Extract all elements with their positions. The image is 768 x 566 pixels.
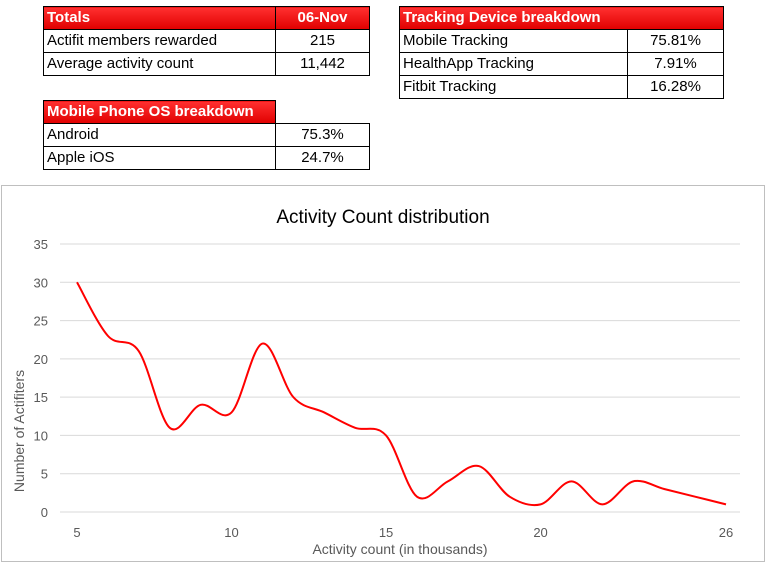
device-row-value: 75.81% (627, 29, 724, 53)
device-row-label: Mobile Tracking (399, 29, 628, 53)
y-tick-label: 35 (34, 237, 48, 252)
x-tick-label: 20 (533, 525, 547, 540)
table-row: Average activity count 11,442 (43, 52, 370, 76)
table-row: HealthApp Tracking 7.91% (399, 52, 724, 76)
totals-header-date: 06-Nov (275, 6, 370, 30)
chart-title: Activity Count distribution (276, 207, 489, 228)
y-tick-label: 30 (34, 275, 48, 290)
table-row: Apple iOS 24.7% (43, 146, 370, 170)
x-tick-label: 10 (224, 525, 238, 540)
totals-row-value: 11,442 (275, 52, 370, 76)
device-header-label: Tracking Device breakdown (399, 6, 724, 30)
activity-chart: Activity Count distribution 0 5 10 15 20 25 30… (11, 207, 740, 557)
os-header-label: Mobile Phone OS breakdown (43, 100, 276, 124)
y-tick-label: 0 (41, 505, 48, 520)
device-row-label: Fitbit Tracking (399, 75, 628, 99)
series-line (76, 281, 727, 507)
os-header-spacer (275, 100, 370, 124)
y-tick-label: 25 (34, 314, 48, 329)
y-axis-label: Number of Actifiters (11, 370, 27, 492)
table-row: Fitbit Tracking 16.28% (399, 75, 724, 99)
device-row-value: 16.28% (627, 75, 724, 99)
y-tick-label: 15 (34, 390, 48, 405)
device-breakdown-table: Tracking Device breakdown Mobile Trackin… (399, 6, 724, 99)
table-row: Actifit members rewarded 215 (43, 29, 370, 53)
os-row-label: Android (43, 123, 276, 147)
device-row-value: 7.91% (627, 52, 724, 76)
table-row: Mobile Tracking 75.81% (399, 29, 724, 53)
totals-row-value: 215 (275, 29, 370, 53)
x-axis-label: Activity count (in thousands) (312, 541, 487, 557)
y-tick-label: 5 (41, 467, 48, 482)
x-tick-label: 26 (719, 525, 733, 540)
totals-table: Totals 06-Nov Actifit members rewarded 2… (43, 6, 370, 76)
table-row: Android 75.3% (43, 123, 370, 147)
os-row-label: Apple iOS (43, 146, 276, 170)
device-row-label: HealthApp Tracking (399, 52, 628, 76)
y-tick-label: 20 (34, 352, 48, 367)
chart-area: Activity Count distribution 0 5 10 15 20 25 30… (1, 185, 765, 562)
os-row-value: 75.3% (275, 123, 370, 147)
totals-header-label: Totals (43, 6, 276, 30)
totals-row-label: Average activity count (43, 52, 276, 76)
x-tick-label: 5 (73, 525, 80, 540)
os-row-value: 24.7% (275, 146, 370, 170)
totals-row-label: Actifit members rewarded (43, 29, 276, 53)
os-breakdown-table: Mobile Phone OS breakdown Android 75.3% … (43, 100, 370, 170)
y-tick-label: 10 (34, 428, 48, 443)
x-tick-label: 15 (379, 525, 393, 540)
